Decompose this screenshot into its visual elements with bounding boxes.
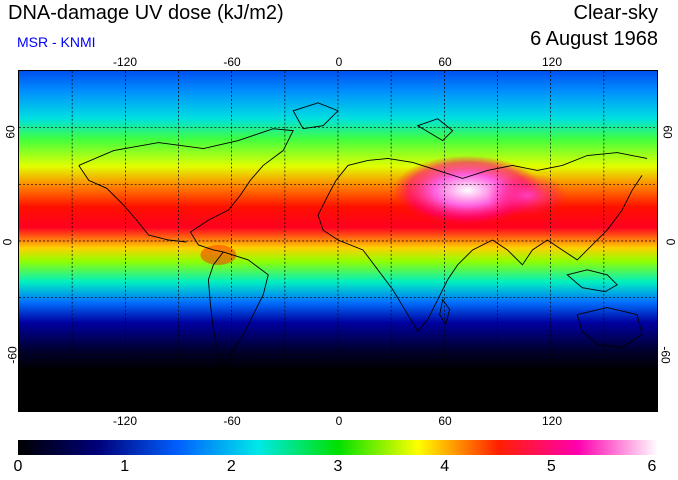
map-title: DNA-damage UV dose (kJ/m2) [8, 2, 284, 24]
graticule [19, 71, 657, 411]
lat-tick-left: 60 [3, 125, 18, 139]
lon-tick-bottom: -60 [223, 414, 241, 428]
lon-tick-top: 60 [438, 55, 452, 69]
uv-dose-map [18, 70, 658, 412]
lon-tick-top: 120 [541, 55, 563, 69]
sky-condition: Clear-sky [573, 2, 658, 24]
lon-tick-bottom: -120 [112, 414, 138, 428]
hotspot-iran [487, 173, 568, 218]
colorbar-label: 5 [546, 458, 556, 475]
colorbar-label: 3 [333, 458, 343, 475]
lon-tick-top: 0 [335, 55, 343, 69]
map-subtitle: MSR - KNMI [17, 34, 96, 50]
colorbar-label: 4 [440, 458, 450, 475]
map-date: 6 August 1968 [530, 28, 658, 50]
coastlines [78, 102, 648, 371]
lat-tick-right: 0 [663, 238, 678, 246]
colorbar-label: 2 [226, 458, 236, 475]
hotspot-andes [200, 244, 237, 265]
lat-tick-right: 60 [660, 125, 675, 139]
colorbar-label: 1 [120, 458, 130, 475]
colorbar-label: 6 [647, 458, 657, 475]
lat-tick-left: 0 [0, 238, 15, 246]
lon-tick-bottom: 0 [335, 414, 343, 428]
colorbar [18, 440, 658, 455]
lat-tick-right: -60 [658, 346, 673, 364]
lon-tick-bottom: 60 [438, 414, 452, 428]
lon-tick-bottom: 120 [541, 414, 563, 428]
colorbar-label: 0 [13, 458, 23, 475]
graticule-lon [71, 71, 605, 411]
colorbar-gradient [18, 440, 658, 455]
lon-tick-top: -120 [112, 55, 138, 69]
lon-tick-top: -60 [223, 55, 241, 69]
